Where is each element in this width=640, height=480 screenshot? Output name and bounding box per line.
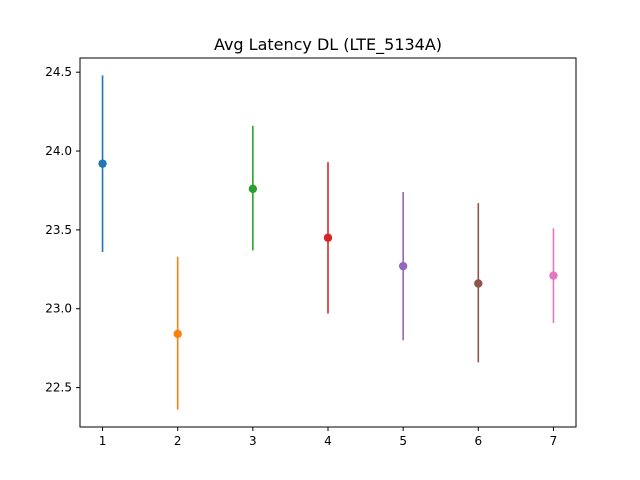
data-points xyxy=(98,159,558,339)
x-tick-label: 7 xyxy=(550,434,558,448)
x-axis: 1 2 3 4 5 6 7 xyxy=(99,427,558,448)
x-tick-label: 3 xyxy=(249,434,257,448)
x-tick-label: 4 xyxy=(324,434,332,448)
data-point xyxy=(173,329,182,339)
data-point xyxy=(398,261,408,271)
x-tick-label: 2 xyxy=(174,434,182,448)
y-tick-label: 23.5 xyxy=(45,223,72,237)
y-axis: 22.5 23.0 23.5 24.0 24.5 xyxy=(45,65,80,395)
plot-frame xyxy=(79,57,577,428)
data-point xyxy=(474,279,483,288)
error-bars xyxy=(101,75,555,410)
data-point xyxy=(549,271,558,280)
chart-title: Avg Latency DL (LTE_5134A) xyxy=(214,35,442,55)
x-tick-label: 1 xyxy=(99,434,107,448)
y-tick-label: 23.0 xyxy=(45,302,72,316)
x-tick-label: 5 xyxy=(399,434,407,448)
y-tick-label: 24.0 xyxy=(45,144,72,158)
data-point xyxy=(248,184,258,194)
y-tick-label: 24.5 xyxy=(45,65,72,79)
data-point xyxy=(323,233,333,242)
y-tick-label: 22.5 xyxy=(45,381,72,395)
data-point xyxy=(98,159,107,168)
x-tick-label: 6 xyxy=(474,434,482,448)
